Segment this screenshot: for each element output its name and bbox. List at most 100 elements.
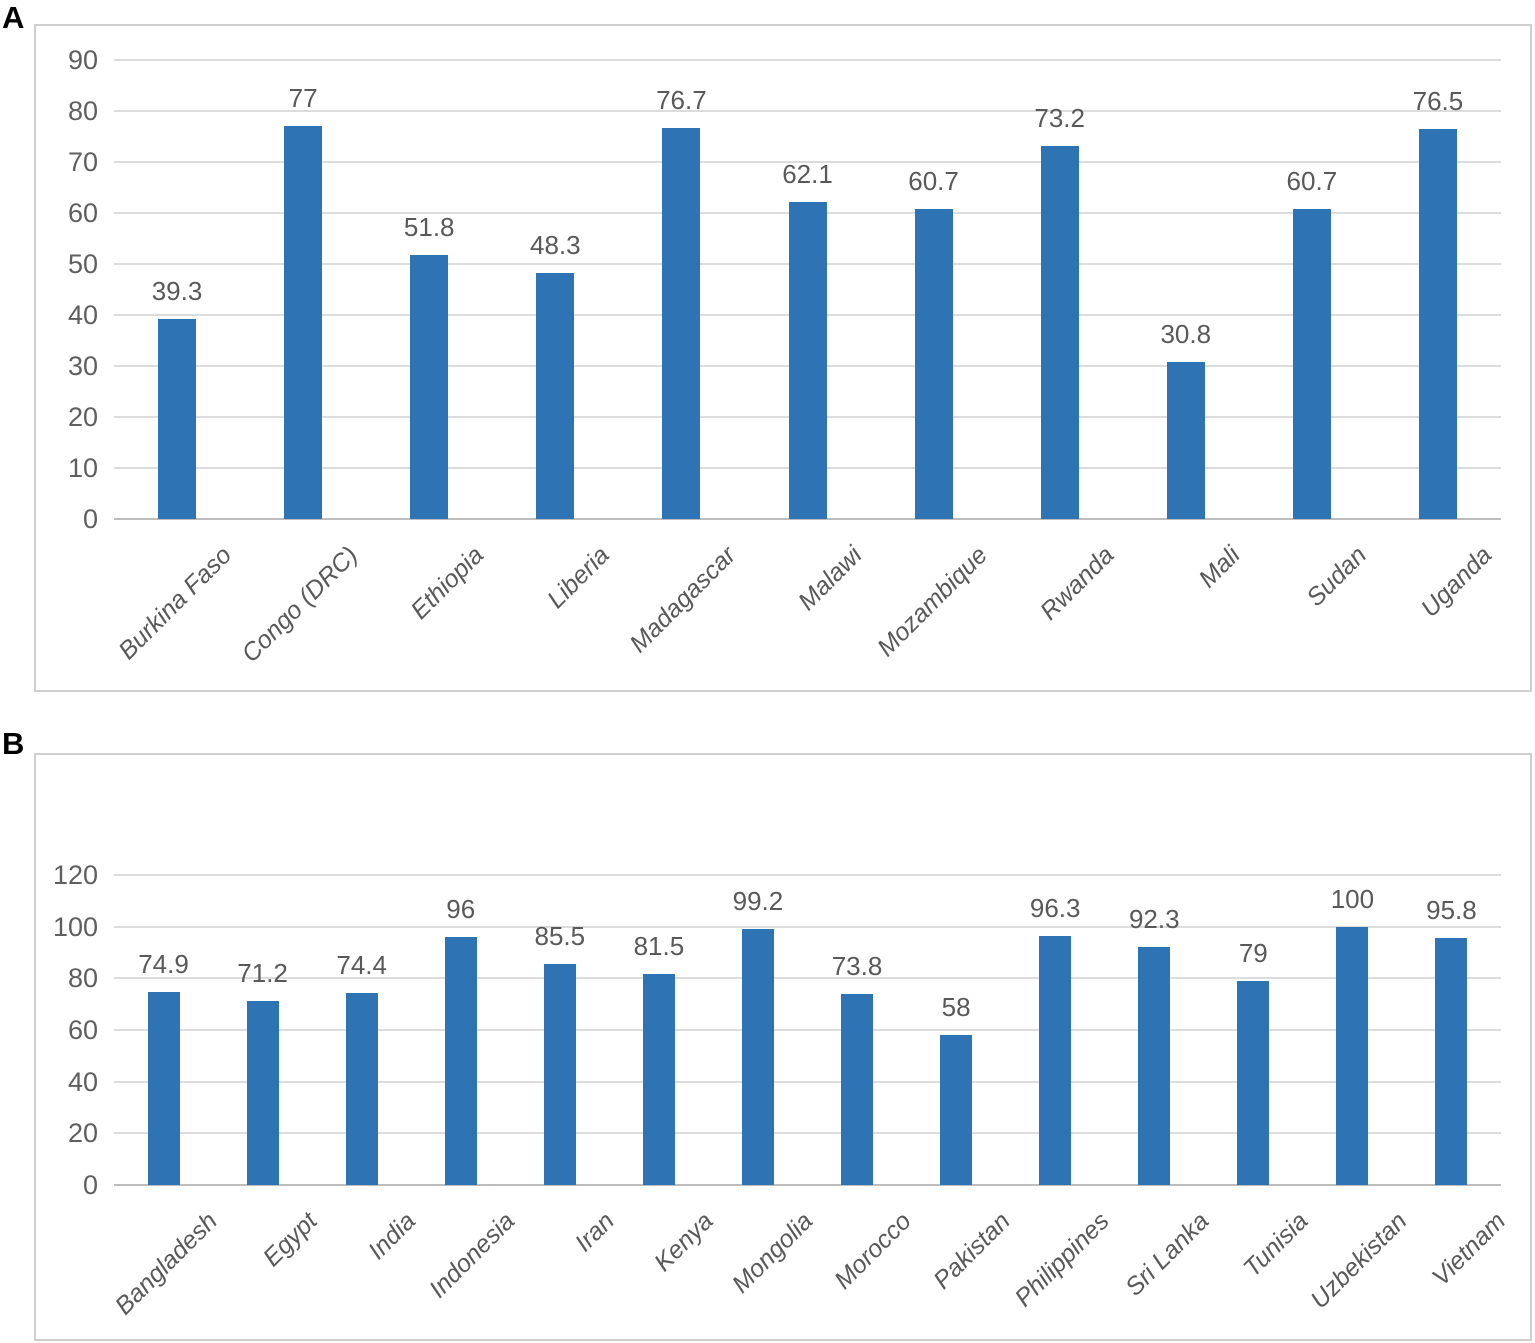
bar-value-label: 79 [1238, 937, 1268, 968]
x-category-label: Vietnam [1426, 1207, 1512, 1292]
x-category-label: Mongolia [726, 1207, 818, 1299]
bar [1166, 361, 1205, 519]
x-category-label: Uganda [1416, 541, 1498, 623]
bar-value-label: 74.9 [138, 948, 189, 979]
bar-value-label: 39.3 [151, 275, 203, 306]
x-category-label: Sudan [1300, 541, 1372, 612]
bar [1040, 145, 1079, 519]
bar-value-label: 48.3 [530, 229, 581, 260]
gridline [114, 161, 1501, 163]
y-tick-label: 80 [67, 963, 98, 994]
gridline [114, 1080, 1501, 1083]
bar [1237, 980, 1270, 1185]
bar-value-label: 62.1 [782, 159, 833, 190]
panel-a-label: A [2, 0, 26, 35]
y-tick-label: 0 [82, 504, 98, 534]
bar [1039, 936, 1072, 1185]
bar [741, 928, 774, 1185]
y-tick-label: 80 [67, 96, 98, 126]
bar-value-label: 76.7 [656, 84, 707, 115]
y-tick-label: 90 [67, 45, 98, 75]
gridline [114, 1029, 1501, 1031]
bar [147, 991, 180, 1185]
y-tick-label: 70 [67, 147, 98, 177]
bar [543, 964, 576, 1185]
bar-value-label: 30.8 [1160, 318, 1212, 349]
bar-value-label: 95.8 [1426, 894, 1477, 925]
bar-value-label: 58 [941, 992, 971, 1023]
x-category-label: Morocco [829, 1207, 917, 1295]
bar [1292, 209, 1331, 519]
bar-value-label: 60.7 [908, 166, 959, 197]
y-tick-label: 60 [67, 198, 98, 228]
bar [410, 254, 449, 519]
bar [642, 974, 675, 1185]
y-tick-label: 60 [67, 1015, 98, 1045]
y-tick-label: 40 [67, 1066, 98, 1097]
bar-value-label: 85.5 [534, 921, 586, 952]
gridline [114, 925, 1501, 928]
bar-value-label: 76.5 [1412, 85, 1464, 116]
bar [662, 127, 701, 519]
y-tick-label: 50 [67, 249, 98, 279]
bar-value-label: 81.5 [633, 931, 685, 962]
x-category-label: Mali [1193, 541, 1246, 594]
x-category-label: Egypt [257, 1207, 323, 1273]
gridline [114, 977, 1501, 980]
bar [158, 318, 197, 519]
bar [788, 202, 827, 519]
x-category-label: Kenya [648, 1207, 719, 1277]
y-tick-label: 0 [82, 1170, 98, 1200]
x-category-label: Madagascar [624, 541, 742, 659]
x-category-label: Congo (DRC) [236, 541, 363, 668]
x-category-label: Ethiopia [405, 541, 490, 625]
gridline [114, 110, 1501, 112]
panel-a-bar-chart: 0 10 20 30 40 50 60 70 80 90 39.3 Burkina Faso 77 Con… [34, 24, 1532, 692]
bar [444, 937, 477, 1185]
bar-value-label: 73.8 [831, 951, 883, 982]
y-tick-label: 20 [67, 402, 98, 432]
bar-value-label: 92.3 [1128, 903, 1180, 934]
panel-b-label: B [2, 726, 26, 761]
x-category-label: Philippines [1009, 1207, 1115, 1313]
bar [284, 126, 323, 519]
x-category-label: Iran [569, 1207, 620, 1258]
x-category-label: Bangladesh [110, 1207, 224, 1321]
x-category-label: India [363, 1207, 422, 1266]
y-tick-label: 20 [67, 1118, 98, 1149]
gridline [114, 59, 1501, 61]
x-category-label: Tunisia [1237, 1207, 1314, 1283]
bar [841, 994, 874, 1185]
y-tick-label: 30 [67, 351, 98, 381]
bar-value-label: 51.8 [403, 211, 455, 242]
bar-value-label: 73.2 [1034, 102, 1085, 133]
bar [536, 272, 575, 519]
bar-value-label: 96 [446, 894, 476, 924]
bar-value-label: 71.2 [237, 958, 288, 989]
bar [345, 992, 378, 1185]
x-category-label: Burkina Faso [112, 541, 237, 665]
bar [1435, 937, 1468, 1185]
x-category-label: Indonesia [424, 1207, 521, 1304]
bar [914, 209, 953, 519]
gridline [114, 1132, 1501, 1135]
bar-value-label: 77 [288, 83, 318, 114]
y-tick-label: 40 [67, 300, 98, 330]
x-axis-line [114, 1184, 1501, 1186]
gridline [114, 874, 1501, 876]
panel-b-bar-chart: 0 20 40 60 80 100 120 74.9 Bangladesh 71.2 Egypt 74… [34, 753, 1532, 1341]
bar-value-label: 96.3 [1029, 893, 1081, 924]
x-category-label: Rwanda [1034, 541, 1120, 626]
bar [940, 1035, 973, 1185]
bar-value-label: 99.2 [732, 885, 784, 916]
bar-value-label: 60.7 [1286, 166, 1338, 197]
y-tick-label: 10 [67, 453, 98, 483]
x-axis-line [114, 518, 1501, 520]
bar [1336, 926, 1369, 1185]
x-category-label: Liberia [542, 541, 616, 614]
y-tick-label: 100 [52, 911, 98, 942]
x-category-label: Pakistan [928, 1207, 1016, 1295]
x-category-label: Mozambique [872, 541, 994, 663]
x-category-label: Uzbekistan [1304, 1207, 1413, 1315]
